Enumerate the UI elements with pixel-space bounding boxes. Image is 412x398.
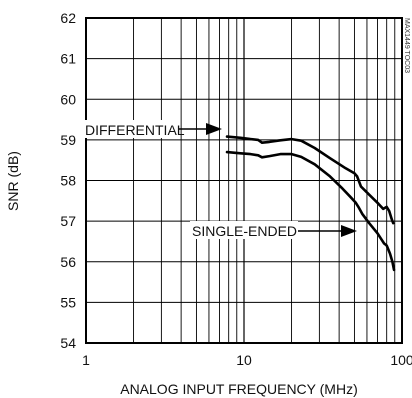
annotation-single-ended-arrowhead bbox=[341, 225, 357, 237]
y-tick-label: 54 bbox=[60, 335, 76, 351]
x-axis-title: ANALOG INPUT FREQUENCY (MHz) bbox=[120, 381, 358, 397]
series-line-single-ended bbox=[225, 150, 396, 272]
series-line-differential bbox=[225, 135, 395, 225]
x-tick-label: 1 bbox=[82, 352, 90, 368]
tick-label-layer: 54 55 56 57 58 59 60 61 62 1 10 100 bbox=[60, 10, 412, 368]
series-layer bbox=[225, 135, 396, 272]
annotation-single-ended: SINGLE-ENDED bbox=[190, 221, 357, 239]
y-tick-label: 60 bbox=[60, 91, 76, 107]
y-tick-label: 55 bbox=[60, 294, 76, 310]
annotation-single-ended-label: SINGLE-ENDED bbox=[192, 223, 297, 239]
y-tick-label: 56 bbox=[60, 254, 76, 270]
y-axis-title: SNR (dB) bbox=[5, 151, 21, 211]
annotation-differential-arrowhead bbox=[206, 123, 222, 135]
plot-frame bbox=[85, 17, 403, 344]
annotation-differential-label: DIFFERENTIAL bbox=[85, 122, 185, 138]
y-tick-label: 59 bbox=[60, 132, 76, 148]
x-tick-label: 100 bbox=[390, 352, 412, 368]
x-tick-label: 10 bbox=[236, 352, 252, 368]
grid-layer bbox=[86, 18, 402, 343]
y-tick-label: 57 bbox=[60, 213, 76, 229]
y-tick-label: 61 bbox=[60, 51, 76, 67]
figure-code-mark: MAX1449 TOC03 bbox=[403, 18, 410, 73]
annotation-differential: DIFFERENTIAL bbox=[83, 120, 222, 138]
y-tick-label: 62 bbox=[60, 10, 76, 26]
y-tick-label: 58 bbox=[60, 173, 76, 189]
